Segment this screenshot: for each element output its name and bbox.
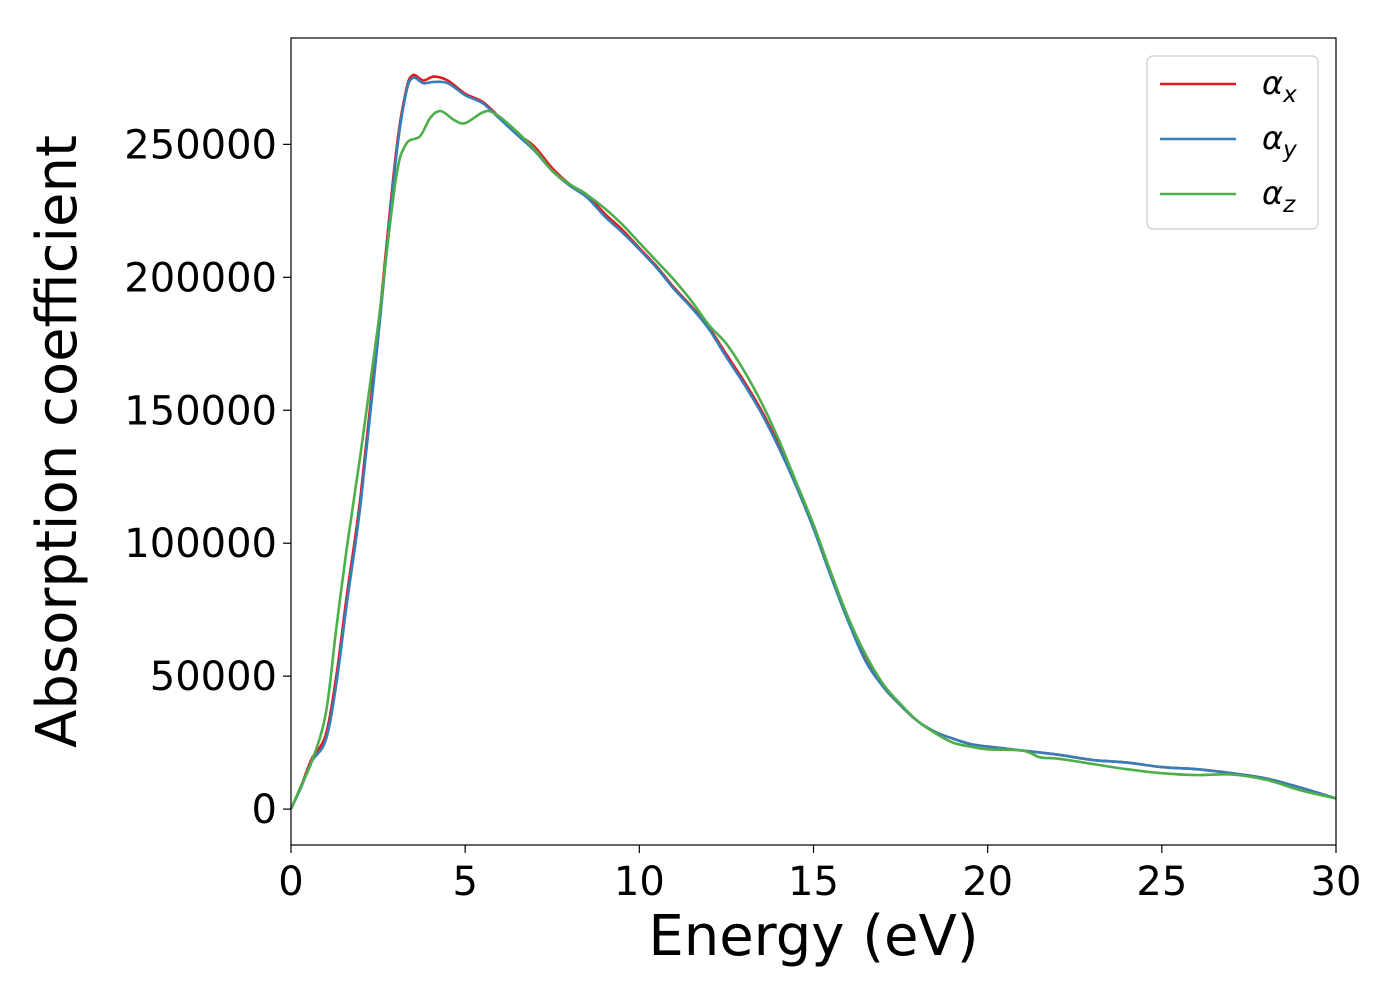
x-tick-label: 30 (1311, 859, 1362, 905)
x-tick-label: 0 (278, 859, 303, 905)
series-lines (289, 73, 1337, 810)
y-tick-label: 150000 (124, 388, 277, 434)
x-tick-label: 10 (614, 859, 665, 905)
x-axis-label: Energy (eV) (648, 904, 978, 969)
series-line-z (289, 109, 1337, 810)
y-axis-label: Absorption coefficient (25, 135, 90, 748)
y-tick-label: 250000 (124, 122, 277, 168)
axis-ticks: 0 5 10 15 20 25 30 0 50000 100000 150000 200000 2500… (124, 122, 1361, 905)
x-tick-label: 5 (452, 859, 477, 905)
y-tick-label: 200000 (124, 255, 277, 301)
x-tick-label: 25 (1136, 859, 1187, 905)
x-tick-label: 20 (962, 859, 1013, 905)
y-tick-label: 0 (252, 787, 277, 833)
legend-box (1146, 55, 1319, 230)
y-tick-label: 100000 (124, 521, 277, 567)
y-tick-label: 50000 (150, 654, 277, 700)
x-tick-label: 15 (788, 859, 839, 905)
